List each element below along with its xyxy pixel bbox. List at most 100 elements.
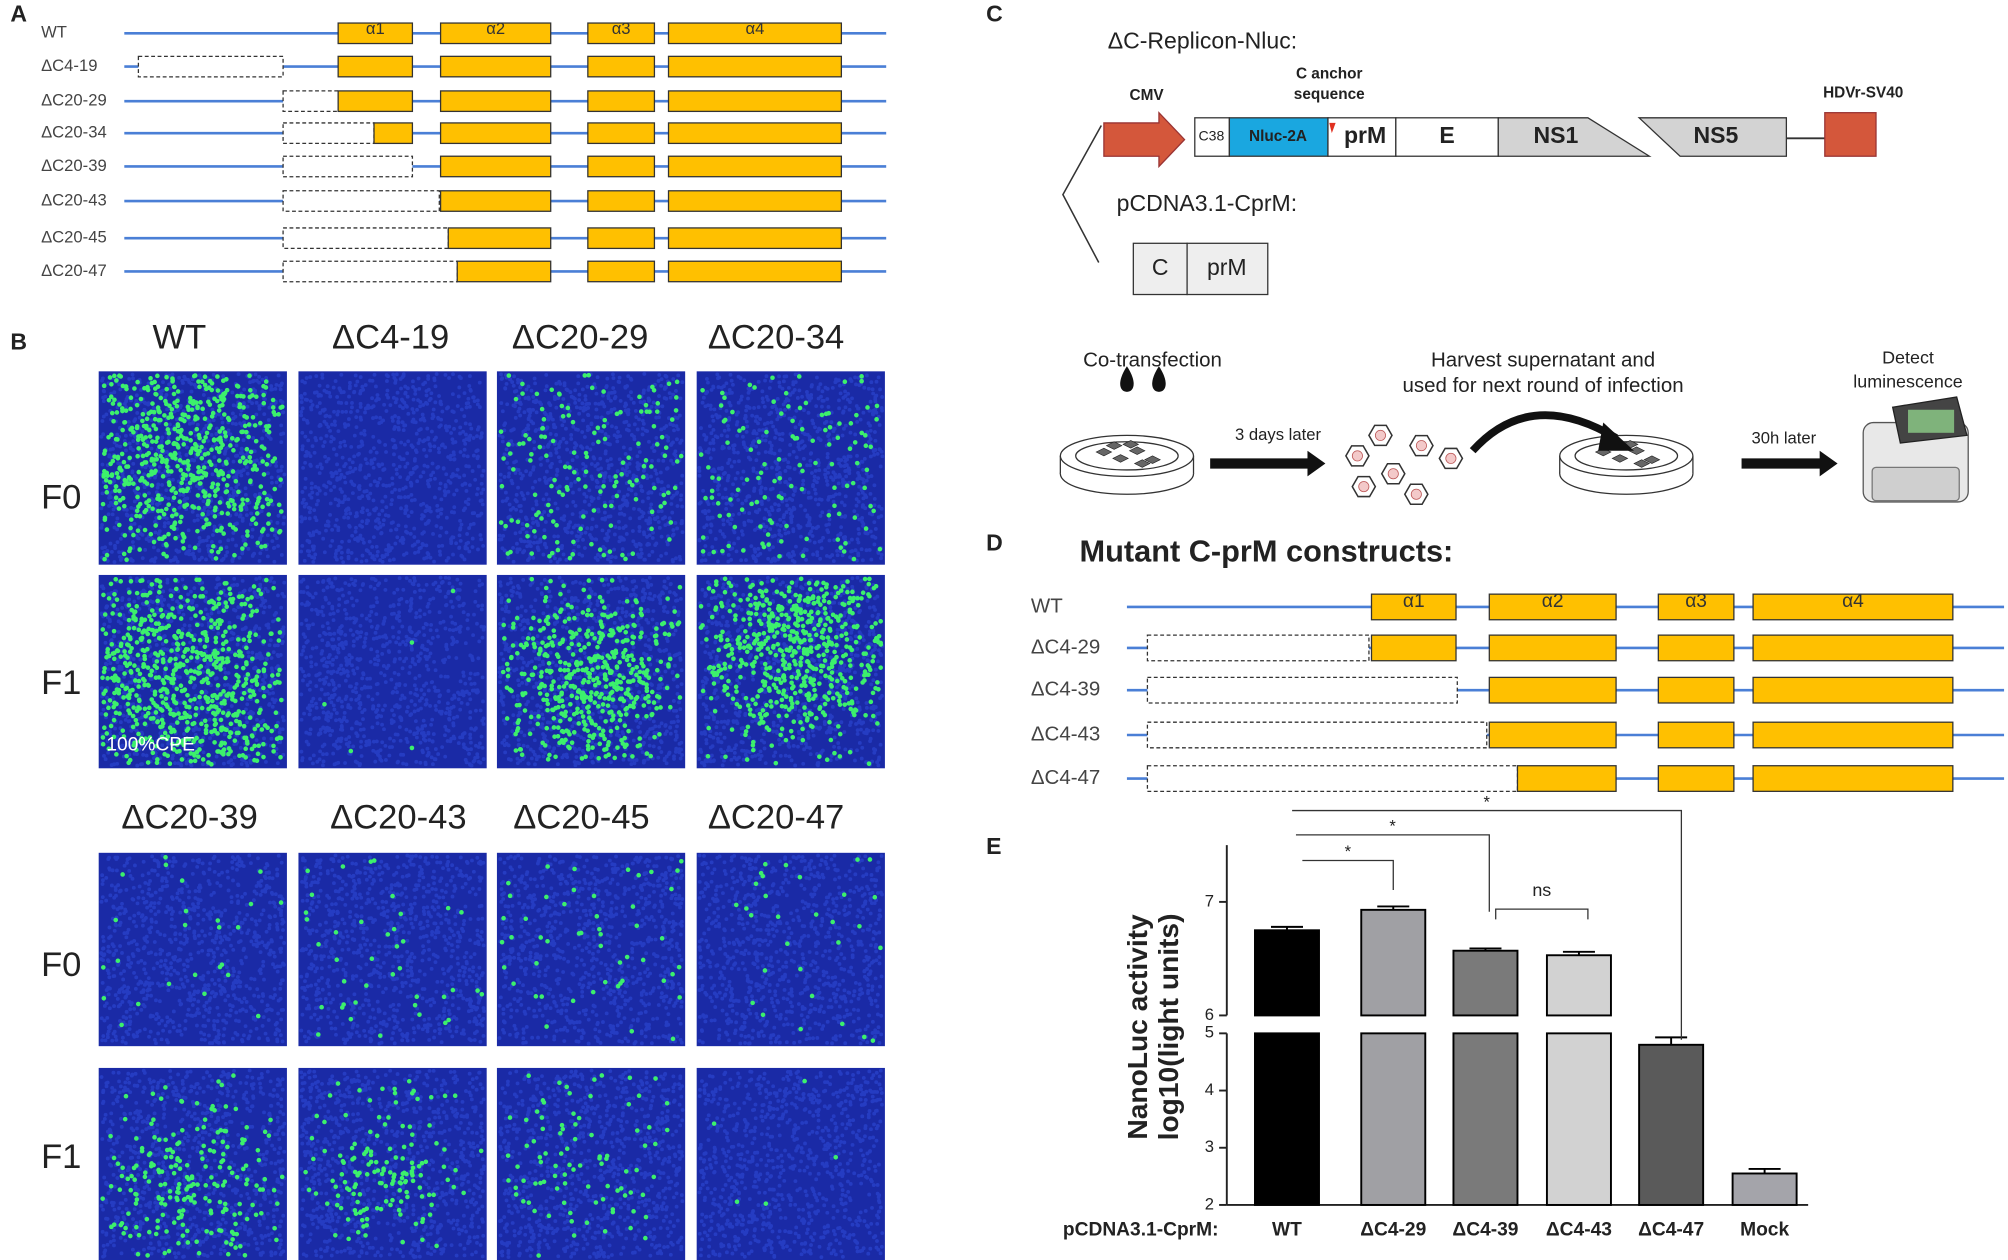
helix-box [1657,676,1735,704]
helix-box [587,122,656,145]
helix-box [439,155,552,178]
helix-label: α3 [612,19,631,38]
promoter-label: CMV [1129,87,1164,104]
column-header: WT [152,318,206,356]
row-label: WT [41,23,67,42]
element-box [1327,117,1397,157]
significance-bracket [1495,908,1589,920]
infected-cells [100,1073,285,1258]
helix-box [1488,634,1617,662]
deleted-region [282,227,449,250]
bar [1545,954,1612,1017]
cell [1095,447,1113,457]
y-axis-label: NanoLuc activity [1121,914,1153,1140]
row-label: ΔC4-43 [1031,722,1100,745]
construct-title: pCDNA3.1-CprM: [1117,190,1297,216]
helix-box [1516,765,1617,792]
luminometer-front [1871,466,1960,502]
helix-box [587,260,656,283]
y-tick-label: 6 [1205,1005,1214,1024]
significance-label: ns [1532,880,1551,900]
dish-inner [1574,441,1679,471]
x-axis-label: pCDNA3.1-CprM: [1063,1220,1219,1241]
panel-label: E [986,833,1001,859]
row-label: ΔC4-19 [41,56,97,75]
panel-label: B [10,328,27,354]
virion-core [1374,429,1386,441]
element-label: prM [1207,254,1247,280]
dish-inner [1075,441,1179,471]
helix-box [1752,593,1954,621]
y-tick-label: 2 [1205,1194,1214,1213]
helix-label: α1 [1403,591,1425,612]
ns1-box [1497,117,1652,157]
helix-box [1657,765,1735,792]
helix-box [1752,765,1954,792]
screen-chart [1908,409,1955,433]
infected-cells [505,1073,670,1258]
workflow-step: Co-transfection [1083,349,1222,372]
deleted-region [282,90,339,113]
micrograph [298,371,487,565]
cell [1128,446,1146,455]
row-label: ΔC4-39 [1031,678,1100,701]
cell [1633,459,1651,468]
error-bar [1469,947,1502,951]
curved-arrow [1469,411,1619,454]
column-header: ΔC20-47 [708,799,844,837]
process-arrow [1741,450,1838,477]
infected-cells [322,588,456,754]
helix-box [1370,593,1457,621]
cell [1628,446,1645,455]
construct-title: ΔC-Replicon-Nluc: [1108,27,1297,53]
workflow-step: used for next round of infection [1403,374,1684,397]
infected-cells [303,858,485,1038]
infected-cells [100,373,285,563]
nuclei-texture [299,1068,486,1259]
cell [1112,454,1129,463]
significance-label: * [1389,817,1396,836]
bar [1360,1032,1427,1206]
infected-cells [499,858,684,1042]
nuclei-texture [697,853,884,1046]
helix-box [337,22,414,45]
cell [1105,441,1123,450]
helix-box [439,55,552,78]
helix-box [1488,721,1617,749]
element-label: Nluc-2A [1249,128,1307,145]
bar [1254,1032,1320,1206]
nuclei-texture [99,853,287,1046]
infected-cells [101,854,284,1028]
arrow-label: 3 days later [1235,425,1321,444]
bar [1452,949,1519,1017]
helix-box [456,260,552,283]
helix-box [337,90,414,113]
element-box [1395,117,1499,157]
row-label: WT [1031,594,1063,617]
workflow-step: Detect [1882,347,1934,367]
element-label: E [1439,122,1454,148]
virion-core [1445,452,1457,464]
row-label: ΔC20-34 [41,123,107,142]
deleted-region [282,122,375,145]
helix-box [587,155,656,178]
bar [1254,929,1320,1017]
panel-label: A [10,0,27,26]
hdvr-box [1824,112,1877,157]
cmv-arrow [1103,111,1186,169]
terminator-label: HDVr-SV40 [1823,85,1903,102]
column-header: ΔC20-45 [513,799,649,837]
helix-box [1488,676,1617,704]
row-label: ΔC4-47 [1031,766,1100,789]
helix-box [1657,721,1735,749]
cell [1133,459,1151,468]
column-header: ΔC20-29 [512,318,648,356]
row-label: F1 [41,1138,81,1176]
helix-box [667,190,843,212]
infected-cells [498,372,684,562]
column-header: ΔC20-43 [330,799,466,837]
x-tick-label: WT [1272,1220,1302,1241]
helix-box [587,227,656,250]
anchor-mark [1329,122,1336,134]
